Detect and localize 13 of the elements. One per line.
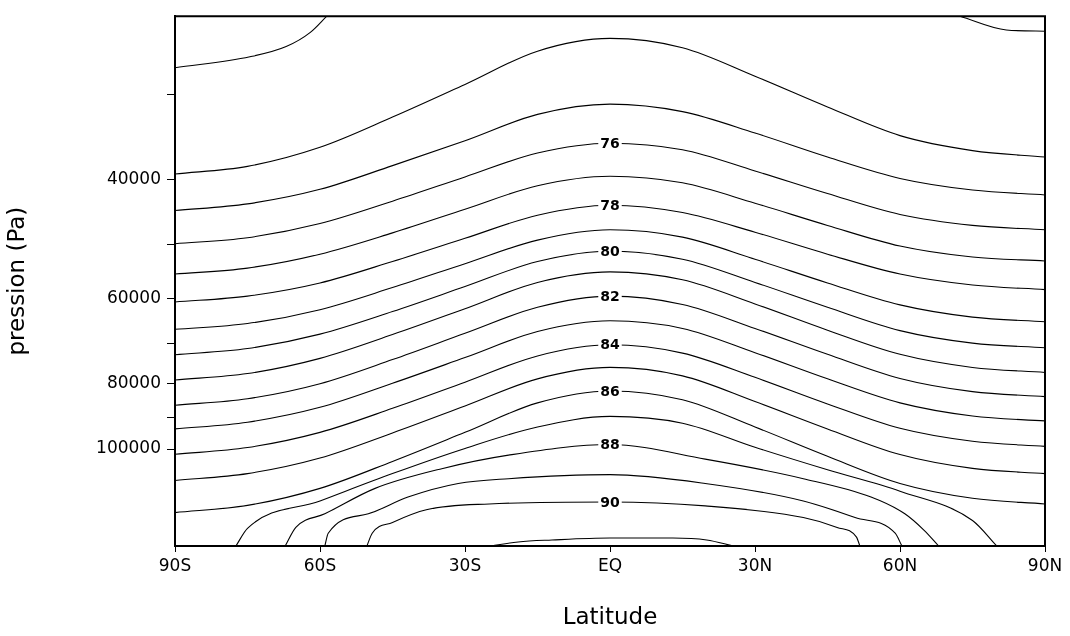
x-tick-label: 30N	[737, 554, 773, 575]
x-tick-label: 60S	[303, 554, 337, 575]
x-tick-label: 90S	[158, 554, 192, 575]
x-axis-title: Latitude	[562, 603, 658, 630]
x-tick-label: EQ	[597, 554, 623, 575]
y-tick-label: 80000	[106, 371, 161, 392]
x-tick-label: 30S	[448, 554, 482, 575]
x-tick-label: 60N	[882, 554, 918, 575]
y-axis-title: pression (Pa)	[2, 206, 29, 356]
x-tick-label: 90N	[1027, 554, 1063, 575]
y-tick-label: 100000	[96, 437, 161, 458]
y-tick-label: 60000	[106, 287, 161, 307]
y-tick-label: 40000	[106, 167, 161, 188]
